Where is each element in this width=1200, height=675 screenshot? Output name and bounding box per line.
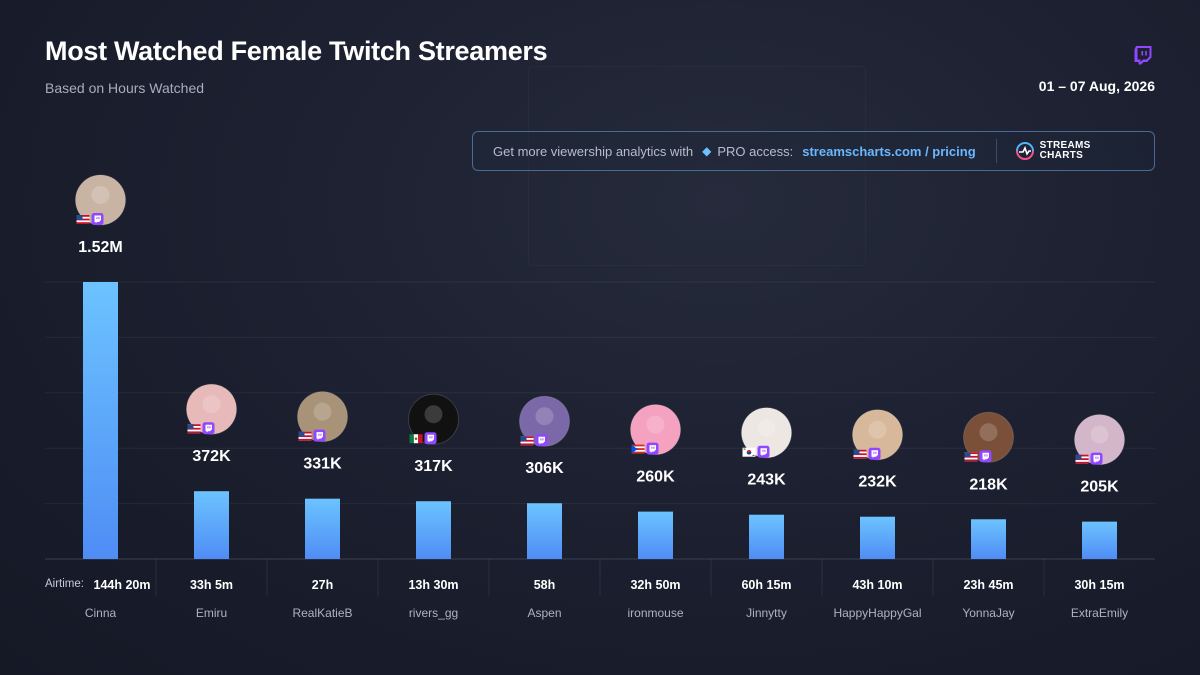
value-label-rivers-gg: 317K [414,458,453,475]
streamer-name-extraemily: ExtraEmily [1071,606,1128,620]
promo-divider [995,139,997,163]
airtime-extraemily: 30h 15m [1074,578,1124,592]
bar-aspen[interactable] [527,503,562,559]
bar-realkatieb[interactable] [305,498,340,559]
airtime-cinna: 144h 20m [94,578,151,592]
twitch-badge-icon [202,422,215,435]
airtime-prefix: Airtime: [45,578,84,590]
twitch-badge-icon [1090,452,1103,465]
brand-line-2: CHARTS [1039,150,1084,161]
streamer-name-yonnajay: YonnaJay [962,606,1014,620]
value-label-realkatieb: 331K [303,456,342,473]
page-subtitle: Based on Hours Watched [45,80,205,96]
twitch-badge-icon [91,213,104,225]
flag-icon-us [853,449,867,459]
avatar-face-icon [868,420,887,439]
promo-text: Get more viewership analytics with [493,143,694,159]
avatar-face-icon [202,395,221,414]
streamer-name-rivers-gg: rivers_gg [409,606,458,620]
bar-ironmouse[interactable] [638,511,673,559]
flag-icon-kr [742,447,756,457]
value-label-jinnytty: 243K [747,472,786,489]
twitch-badge-icon [313,429,326,442]
twitch-logo-icon [1134,46,1152,65]
bar-emiru[interactable] [194,491,229,559]
flag-icon-us [1075,454,1089,464]
airtime-rivers-gg: 13h 30m [408,578,458,592]
avatar-face-icon [424,405,443,424]
twitch-badge-icon [979,450,992,463]
twitch-badge-icon [868,447,881,460]
twitch-badge-icon [757,445,770,458]
avatar-face-icon [535,407,554,426]
avatar-face-icon [1090,425,1109,444]
streamer-name-jinnytty: Jinnytty [746,606,787,620]
avatar-face-icon [646,415,665,434]
value-label-happyhappygal: 232K [858,474,897,491]
streamscharts-logo-icon [1015,142,1034,160]
twitch-badge-icon [535,434,548,447]
brand-name: STREAMS CHARTS [1040,141,1091,161]
airtime-happyhappygal: 43h 10m [852,578,902,592]
airtime-realkatieb: 27h [312,578,334,592]
value-label-cinna: 1.52M [78,239,122,256]
streamer-name-emiru: Emiru [196,606,227,620]
streamer-name-happyhappygal: HappyHappyGal [833,606,921,620]
streamscharts-logo: STREAMS CHARTS [1015,141,1091,161]
streamer-name-realkatieb: RealKatieB [292,606,352,620]
value-label-emiru: 372K [192,448,231,465]
twitch-badge-icon [646,442,659,455]
avatar-face-icon [91,186,110,204]
value-label-ironmouse: 260K [636,469,675,486]
bar-cinna[interactable] [83,282,118,559]
flag-icon-us [76,215,90,224]
bar-happyhappygal[interactable] [860,516,895,559]
promo-link[interactable]: streamscharts.com / pricing [802,143,976,159]
page-title: Most Watched Female Twitch Streamers [45,36,548,66]
twitch-badge-icon [424,432,437,445]
airtime-emiru: 33h 5m [190,578,233,592]
bar-rivers-gg[interactable] [416,501,451,559]
value-label-aspen: 306K [525,460,564,477]
promo-pro-label: PRO access: [717,143,794,159]
airtime-ironmouse: 32h 50m [630,578,680,592]
flag-icon-pr [631,444,645,454]
promo-banner[interactable]: Get more viewership analytics with ◆ PRO… [472,131,1155,171]
avatar-face-icon [757,418,776,437]
streamer-name-aspen: Aspen [527,606,561,620]
bar-extraemily[interactable] [1082,521,1117,559]
flag-icon-us [298,431,312,441]
airtime-jinnytty: 60h 15m [741,578,791,592]
value-label-yonnajay: 218K [969,476,1008,493]
flag-icon-mx [409,434,423,444]
brand-line-1: STREAMS [1039,140,1091,151]
flag-icon-us [187,424,201,434]
flag-icon-us [964,452,978,462]
airtime-yonnajay: 23h 45m [963,578,1013,592]
avatar-face-icon [979,423,998,442]
airtime-aspen: 58h [534,578,556,592]
streamer-name-cinna: Cinna [85,606,117,620]
date-range: 01 – 07 Aug, 2026 [1038,78,1155,94]
streamer-name-ironmouse: ironmouse [627,606,683,620]
diamond-icon: ◆ [702,144,712,158]
bar-jinnytty[interactable] [749,514,784,559]
avatar-face-icon [313,402,332,421]
value-label-extraemily: 205K [1080,479,1119,496]
flag-icon-us [520,436,534,446]
bar-yonnajay[interactable] [971,519,1006,559]
